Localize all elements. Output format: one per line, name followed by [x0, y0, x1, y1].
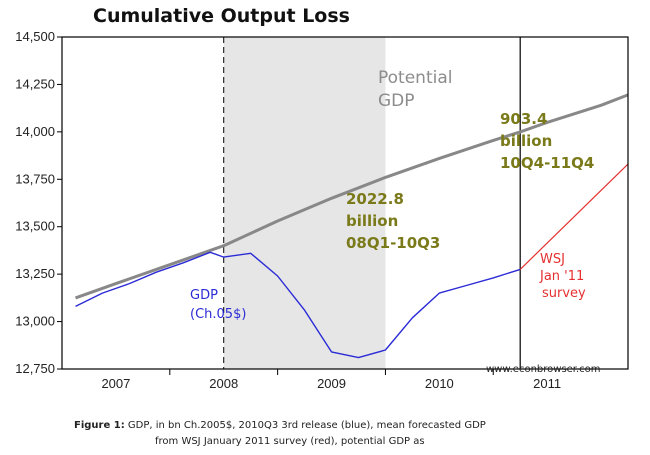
- annotation-loss-1: 2022.8 billion 08Q1-10Q3: [346, 190, 440, 252]
- wsj-label-line1: WSJ: [540, 252, 565, 267]
- x-tick-label: 2008: [209, 376, 238, 391]
- wsj-label-line2: Jan '11: [539, 269, 584, 284]
- annotation-gdp: GDP (Ch.05$): [190, 288, 246, 322]
- chart-title: Cumulative Output Loss: [93, 5, 350, 27]
- y-tick-label: 13,750: [15, 171, 55, 186]
- y-tick-label: 14,250: [15, 76, 55, 91]
- gdp-label-line1: GDP: [190, 288, 218, 303]
- loss-1-period: 08Q1-10Q3: [346, 234, 440, 252]
- loss-1-unit: billion: [346, 212, 398, 230]
- annotation-potential-gdp: Potential GDP: [378, 68, 452, 111]
- output-loss-chart: Cumulative Output Loss 12,750 13,000 13,25…: [15, 5, 629, 391]
- caption-figure-label: Figure 1:: [74, 420, 125, 431]
- y-tick-label: 13,250: [15, 266, 55, 281]
- gdp-label-line2: (Ch.05$): [190, 307, 246, 322]
- loss-2-unit: billion: [500, 132, 552, 150]
- loss-2-amount: 903.4: [500, 110, 547, 128]
- series-line-1: [75, 251, 521, 359]
- caption-line1: GDP, in bn Ch.2005$, 2010Q3 3rd release …: [127, 420, 486, 431]
- y-tick-label: 14,500: [15, 29, 55, 44]
- annotation-loss-2: 903.4 billion 10Q4-11Q4: [500, 110, 594, 172]
- x-axis: 2007 2008 2009 2010 2011: [101, 369, 561, 391]
- y-axis: 12,750 13,000 13,250 13,500 13,750 14,000 14,2…: [15, 29, 62, 376]
- y-tick-label: 13,000: [15, 314, 55, 329]
- loss-2-period: 10Q4-11Q4: [500, 154, 594, 172]
- y-tick-label: 13,500: [15, 219, 55, 234]
- watermark: www.econbrowser.com: [486, 364, 601, 375]
- series-line-0: [74, 93, 629, 300]
- x-tick-label: 2007: [101, 376, 130, 391]
- recession-shading: [223, 37, 386, 369]
- loss-1-amount: 2022.8: [346, 190, 404, 208]
- y-tick-label: 14,000: [15, 124, 55, 139]
- annotation-wsj: WSJ Jan '11 survey: [539, 252, 586, 301]
- caption-line2: from WSJ January 2011 survey (red), pote…: [155, 436, 425, 447]
- figure-caption: Figure 1: GDP, in bn Ch.2005$, 2010Q3 3r…: [74, 418, 634, 450]
- y-tick-label: 12,750: [15, 361, 55, 376]
- x-tick-label: 2011: [533, 376, 561, 391]
- potential-label-line1: Potential: [378, 68, 452, 88]
- x-tick-label: 2009: [317, 376, 346, 391]
- series-line-2: [519, 163, 629, 270]
- series-lines: [74, 93, 629, 359]
- plot-frame: [61, 36, 629, 370]
- potential-label-line2: GDP: [378, 91, 415, 111]
- x-tick-label: 2010: [425, 376, 454, 391]
- wsj-label-line3: survey: [542, 286, 586, 301]
